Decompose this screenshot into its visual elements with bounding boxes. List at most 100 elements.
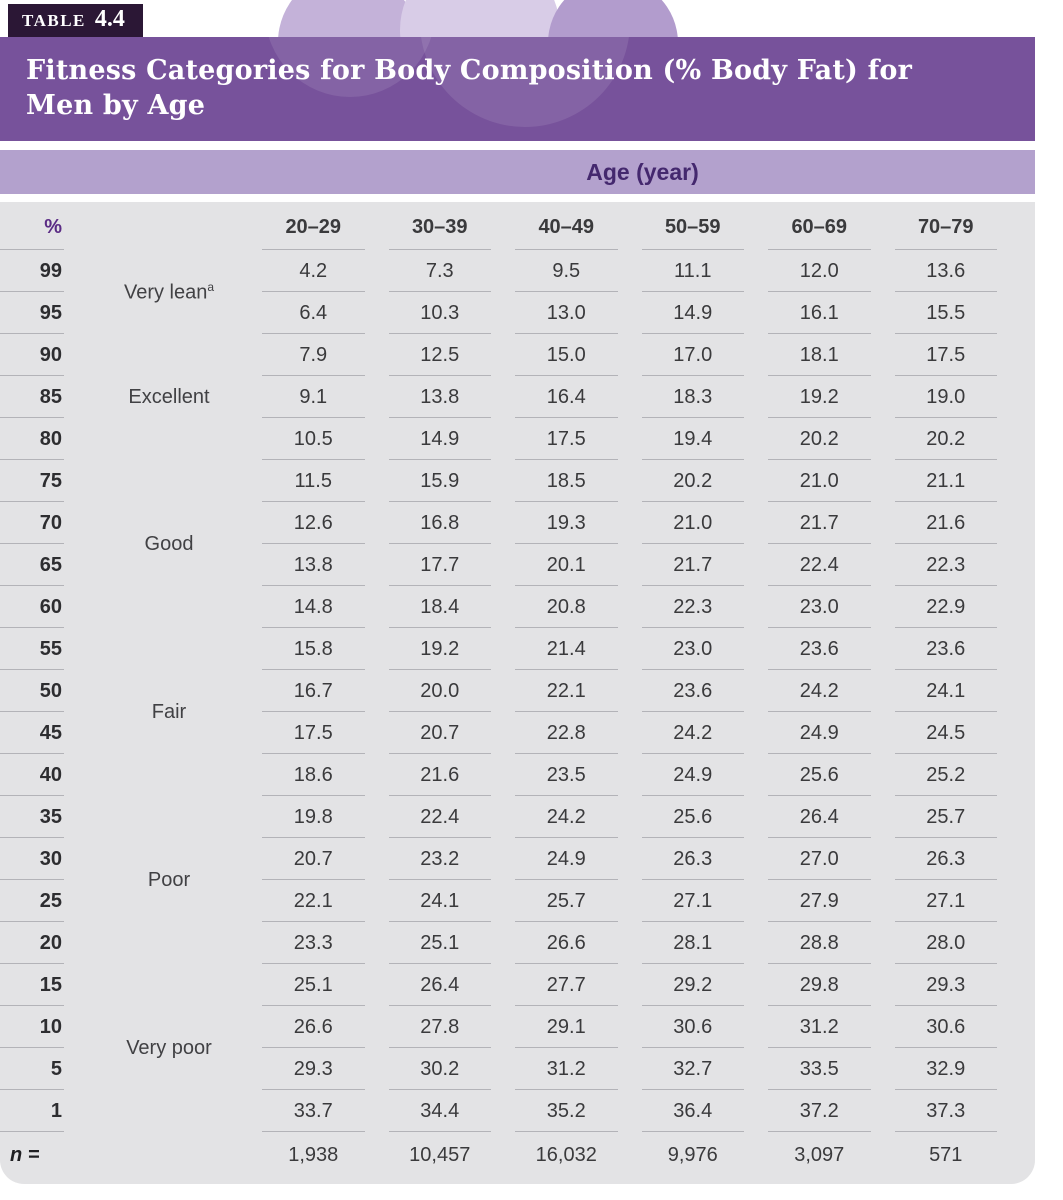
- percentile-cell: 60: [0, 586, 88, 629]
- value-cell: 30.6: [882, 1006, 1009, 1049]
- n-value-cell: 1,938: [288, 1143, 339, 1166]
- value-cell: 24.9: [629, 754, 756, 797]
- n-value-cell: 571: [929, 1143, 963, 1166]
- value-cell: 7.3: [376, 250, 503, 293]
- value-cell: 29.3: [250, 1048, 377, 1091]
- table-row: 5 29.3 30.2 31.2 32.7 33.5 32.9: [0, 1048, 1009, 1091]
- table-number-tab: TABLE 4.4: [8, 4, 143, 37]
- value-cell: 18.5: [503, 460, 630, 503]
- value-cell: 19.8: [250, 796, 377, 839]
- category-label: Very lean: [123, 281, 208, 304]
- value-cell: 18.3: [629, 376, 756, 419]
- percentile-cell: 35: [0, 796, 88, 839]
- category-column-header: [88, 204, 250, 250]
- table-row: 55 Fair 15.8 19.2 21.4 23.0 23.6 23.6: [0, 628, 1009, 723]
- value-cell: 21.0: [756, 460, 883, 503]
- percentile-cell: 1: [0, 1090, 88, 1133]
- value-cell: 22.8: [503, 712, 630, 755]
- value-cell: 15.0: [503, 334, 630, 377]
- value-cell: 20.2: [882, 418, 1009, 461]
- percentile-cell: 90: [0, 334, 88, 377]
- value-cell: 11.1: [629, 250, 756, 293]
- value-cell: 26.4: [376, 964, 503, 1007]
- value-cell: 23.2: [376, 838, 503, 881]
- value-cell: 20.1: [503, 544, 630, 587]
- category-label: Excellent: [128, 385, 210, 408]
- value-cell: 32.9: [882, 1048, 1009, 1091]
- category-cell: Poor: [88, 796, 250, 964]
- value-cell: 15.9: [376, 460, 503, 503]
- value-cell: 13.8: [250, 544, 377, 587]
- value-cell: 17.7: [376, 544, 503, 587]
- table-row: 15 Very poor 25.1 26.4 27.7 29.2 29.8 29.3: [0, 964, 1009, 1059]
- percentile-cell: 20: [0, 922, 88, 965]
- percentile-cell: 5: [0, 1048, 88, 1091]
- value-cell: 27.1: [629, 880, 756, 923]
- value-cell: 10.3: [376, 292, 503, 335]
- category-label: Fair: [151, 700, 187, 723]
- table-row: 35 Poor 19.8 22.4 24.2 25.6 26.4 25.7: [0, 796, 1009, 891]
- category-cell: Fair: [88, 628, 250, 796]
- value-cell: 20.8: [503, 586, 630, 629]
- value-cell: 23.6: [756, 628, 883, 671]
- age-column-header: 30–39: [376, 204, 503, 251]
- table-row: 30 20.7 23.2 24.9 26.3 27.0 26.3: [0, 838, 1009, 881]
- table-title: Fitness Categories for Body Composition …: [26, 55, 913, 122]
- value-cell: 36.4: [629, 1090, 756, 1133]
- value-cell: 34.4: [376, 1090, 503, 1133]
- category-label: Poor: [147, 868, 191, 891]
- value-cell: 29.1: [503, 1006, 630, 1049]
- value-cell: 28.8: [756, 922, 883, 965]
- value-cell: 27.1: [882, 880, 1009, 923]
- data-table: % 20–29 30–39 40–49 50–59 60–69 70–79 99 Very l…: [0, 204, 1009, 1178]
- value-cell: 18.6: [250, 754, 377, 797]
- value-cell: 21.6: [882, 502, 1009, 545]
- value-cell: 27.0: [756, 838, 883, 881]
- value-cell: 19.2: [756, 376, 883, 419]
- age-column-header: 40–49: [503, 204, 630, 251]
- title-band: Fitness Categories for Body Composition …: [0, 37, 1035, 142]
- value-cell: 17.5: [250, 712, 377, 755]
- value-cell: 22.1: [250, 880, 377, 923]
- value-cell: 25.6: [629, 796, 756, 839]
- table-row: 60 14.8 18.4 20.8 22.3 23.0 22.9: [0, 586, 1009, 629]
- value-cell: 25.1: [250, 964, 377, 1007]
- value-cell: 25.7: [882, 796, 1009, 839]
- table-row: 45 17.5 20.7 22.8 24.2 24.9 24.5: [0, 712, 1009, 755]
- value-cell: 14.9: [629, 292, 756, 335]
- value-cell: 4.2: [250, 250, 377, 293]
- age-column-header: 50–59: [629, 204, 756, 251]
- percentile-cell: 10: [0, 1006, 88, 1049]
- percentile-cell: 30: [0, 838, 88, 881]
- sample-size-row: n = 1,938 10,457 16,032 9,976 3,097 571: [0, 1132, 1009, 1178]
- age-column-header: 60–69: [756, 204, 883, 251]
- value-cell: 20.7: [376, 712, 503, 755]
- percentile-cell: 85: [0, 376, 88, 419]
- value-cell: 23.0: [756, 586, 883, 629]
- value-cell: 22.4: [376, 796, 503, 839]
- value-cell: 23.0: [629, 628, 756, 671]
- value-cell: 16.8: [376, 502, 503, 545]
- value-cell: 27.8: [376, 1006, 503, 1049]
- value-cell: 10.5: [250, 418, 377, 461]
- table-row: 85 9.1 13.8 16.4 18.3 19.2 19.0: [0, 376, 1009, 419]
- value-cell: 25.1: [376, 922, 503, 965]
- value-cell: 19.0: [882, 376, 1009, 419]
- table-body: % 20–29 30–39 40–49 50–59 60–69 70–79 99 Very l…: [0, 202, 1035, 1185]
- value-cell: 27.9: [756, 880, 883, 923]
- value-cell: 21.7: [756, 502, 883, 545]
- value-cell: 16.7: [250, 670, 377, 713]
- table-row: 20 23.3 25.1 26.6 28.1 28.8 28.0: [0, 922, 1009, 965]
- percentile-cell: 50: [0, 670, 88, 713]
- value-cell: 25.6: [756, 754, 883, 797]
- table-row: 1 33.7 34.4 35.2 36.4 37.2 37.3: [0, 1090, 1009, 1133]
- value-cell: 26.6: [503, 922, 630, 965]
- table-row: 50 16.7 20.0 22.1 23.6 24.2 24.1: [0, 670, 1009, 713]
- category-cell: Excellent: [88, 334, 250, 460]
- value-cell: 22.1: [503, 670, 630, 713]
- value-cell: 33.5: [756, 1048, 883, 1091]
- value-cell: 24.1: [882, 670, 1009, 713]
- value-cell: 25.2: [882, 754, 1009, 797]
- age-band: Age (year): [0, 150, 1035, 195]
- value-cell: 9.1: [250, 376, 377, 419]
